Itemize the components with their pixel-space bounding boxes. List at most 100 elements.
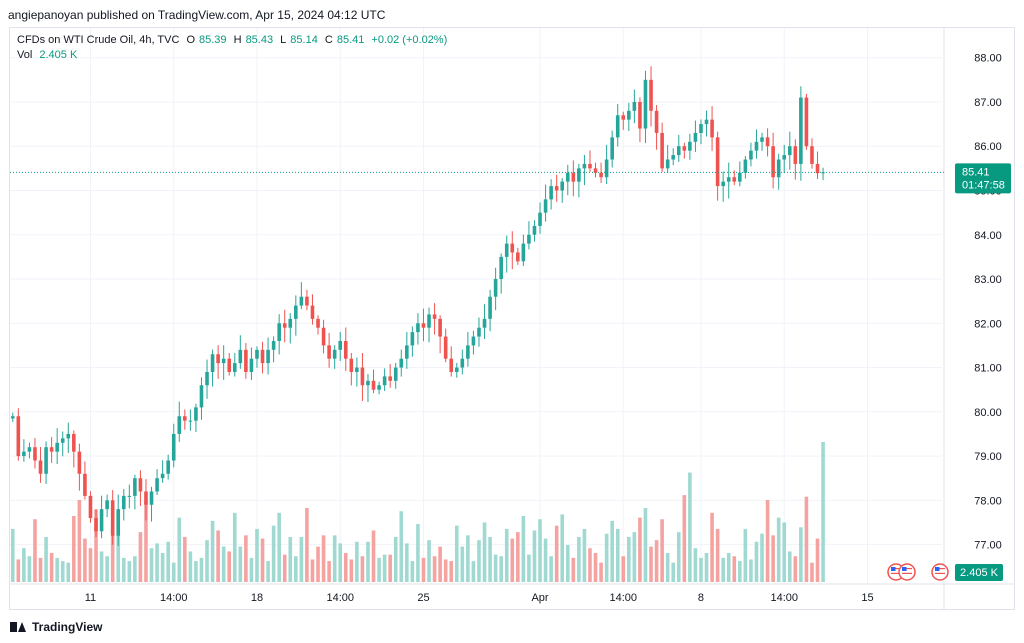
volume-bar (66, 562, 71, 582)
candle-body (649, 79, 653, 111)
volume-bar (38, 557, 43, 582)
candle-body (577, 168, 581, 182)
volume-bar (549, 556, 553, 582)
candle-body (760, 137, 764, 142)
candle-body (332, 349, 337, 359)
us-flag-event-icon (931, 563, 949, 581)
volume-bar (676, 532, 681, 582)
volume-bar (305, 507, 309, 582)
candle-body (671, 155, 676, 160)
candle-body (643, 79, 648, 129)
volume-bar (799, 527, 803, 582)
volume-bar (671, 562, 676, 582)
volume-bar (427, 540, 431, 582)
candle-body (282, 323, 287, 328)
volume-bar (260, 538, 265, 582)
candle-body (477, 327, 481, 337)
legend-close-label: C (324, 34, 333, 46)
candle-body (543, 199, 548, 213)
volume-bar (771, 535, 775, 582)
candle-body (627, 110, 631, 120)
candle-body (676, 146, 681, 156)
volume-bar (477, 540, 481, 582)
candle-body (688, 141, 692, 151)
candle-body (449, 358, 454, 372)
volume-bar (621, 556, 626, 582)
volume-bar (693, 548, 698, 582)
volume-bar (149, 548, 154, 582)
volume-bar (316, 546, 320, 582)
candle-body (421, 323, 426, 328)
volume-bar (194, 561, 198, 582)
volume-bar (610, 520, 614, 582)
legend-open: 85.39 (199, 34, 227, 46)
candle-body (238, 349, 243, 364)
volume-bar (599, 562, 603, 582)
candle-body (105, 500, 109, 510)
volume-bar (482, 522, 487, 582)
candle-body (532, 225, 537, 235)
candle-body (60, 438, 65, 443)
volume-bar (227, 551, 232, 582)
publisher-line: angiepanoyan published on TradingView.co… (8, 8, 386, 22)
price-tick-label: 82.00 (974, 318, 1002, 330)
candles (10, 66, 825, 546)
volume-bar (99, 551, 104, 582)
legend-low-label: L (280, 34, 287, 46)
volume-bar (527, 554, 531, 582)
candle-body (160, 473, 165, 479)
price-tick-label: 87.00 (974, 97, 1002, 109)
candle-body (232, 363, 237, 372)
volume-bars (10, 442, 825, 582)
volume-bar (793, 556, 798, 582)
candle-body (810, 146, 814, 164)
legend-symbol: CFDs on WTI Crude Oil, 4h, TVC (17, 34, 180, 46)
candle-body (310, 305, 315, 319)
volume-bar (588, 548, 592, 582)
candle-body (815, 163, 820, 174)
time-axis: 11 14:00 18 14:00 25 Apr 14:00 8 14:00 15 (10, 583, 1014, 604)
candle-body (765, 137, 770, 147)
volume-bar (577, 536, 581, 582)
volume-bar (699, 557, 703, 582)
volume-bar (360, 556, 365, 582)
volume-bar (127, 561, 132, 582)
last-price-countdown: 01:47:58 (962, 179, 1005, 191)
candle-body (560, 181, 565, 191)
candle-body (693, 132, 698, 142)
candle-body (410, 332, 415, 346)
candle-body (787, 146, 792, 156)
volume-bar (327, 561, 331, 582)
volume-bar (343, 553, 348, 582)
candle-body (83, 473, 87, 496)
candle-body (599, 172, 603, 178)
volume-bar (649, 546, 653, 582)
candle-body (516, 252, 520, 262)
candle-body (665, 159, 670, 169)
legend-volume-line: Vol 2.405 K (17, 48, 447, 63)
volume-bar (627, 536, 631, 582)
candle-body (454, 367, 459, 372)
candle-body (244, 349, 248, 372)
volume-bar (726, 553, 731, 582)
candle-body (355, 367, 359, 372)
candle-body (44, 447, 48, 474)
volume-bar (116, 535, 121, 582)
volume-bar (83, 538, 87, 582)
volume-bar (55, 557, 59, 582)
volume-bar (810, 562, 814, 582)
volume-bar (94, 509, 98, 582)
candle-body (582, 163, 587, 169)
candle-body (499, 256, 503, 280)
volume-bar (493, 554, 498, 582)
volume-bar (466, 535, 470, 582)
volume-bar (349, 559, 354, 582)
candle-body (366, 380, 370, 386)
candle-body (55, 442, 59, 452)
candle-body (10, 416, 15, 419)
volume-bar (682, 495, 687, 582)
volume-bar (377, 557, 381, 582)
